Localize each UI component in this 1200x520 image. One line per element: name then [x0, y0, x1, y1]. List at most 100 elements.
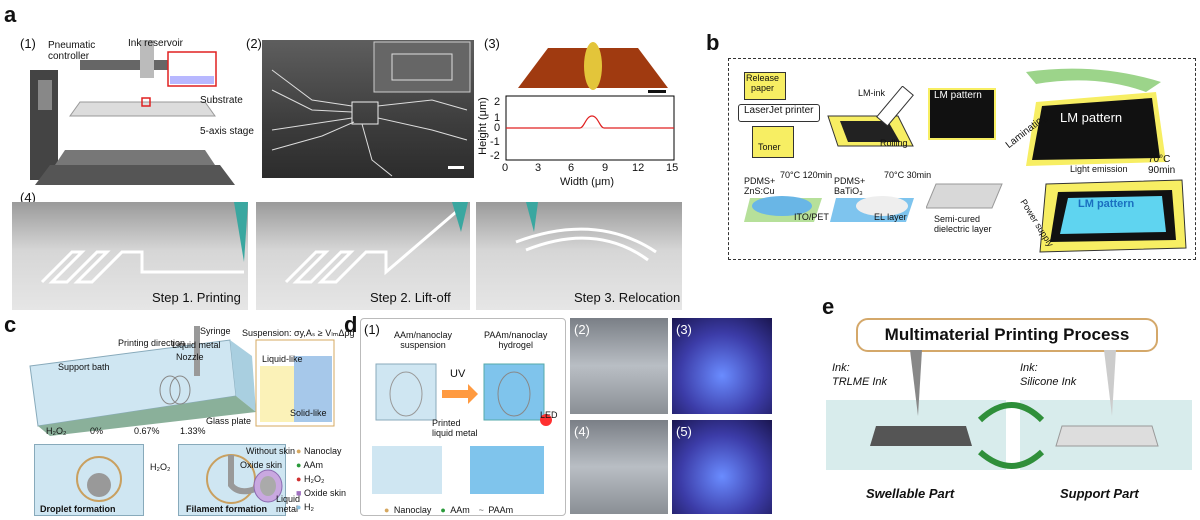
liquid-like-label: Liquid-like — [262, 354, 303, 364]
xtick-0: 0 — [502, 162, 509, 174]
support-bath-label: Support bath — [58, 362, 110, 372]
hydrogel-zoom — [470, 446, 544, 494]
support-part-label: Support Part — [1060, 486, 1139, 501]
led-label: LED — [540, 410, 558, 420]
step3-label: Step 3. Relocation — [574, 290, 681, 305]
photo-2 — [570, 318, 668, 414]
dielectric-layer — [926, 183, 1003, 209]
sem-traces — [271, 41, 471, 177]
lm-pattern-small — [928, 88, 996, 140]
nozzle-label: Nozzle — [176, 352, 204, 362]
printing-direction-label: Printing direction — [118, 338, 186, 348]
toner-box — [752, 126, 794, 158]
pct-0-label: 0% — [90, 426, 104, 436]
step1-label: Step 1. Printing — [152, 290, 241, 305]
panel-d-legend: ● Nanoclay ● AAm ~ PAAm — [384, 505, 514, 515]
legend-nanoclay: Nanoclay — [303, 446, 342, 456]
panel-a-sub4: (4) — [20, 190, 36, 205]
glass-plate-label: Glass plate — [206, 416, 252, 426]
device-glow — [1039, 179, 1187, 253]
height-profile-plot: 2 1 0 -1 -2 Height (μm) 0 3 6 9 12 15 Wi… — [477, 92, 680, 196]
oxide-skin-label: Oxide skin — [240, 460, 283, 470]
photo-3 — [672, 318, 772, 414]
printed-lm-label: Printed liquid metal — [432, 418, 478, 438]
pdms-batio-label: PDMS+ BaTiO₃ — [834, 176, 866, 196]
step3-image — [476, 202, 682, 310]
panel-d-sub2: (2) — [574, 322, 590, 337]
batio-substrate — [830, 196, 914, 222]
d-legend-paam: PAAm — [488, 505, 514, 515]
light-emission-label: Light emission — [1070, 164, 1128, 174]
toner-label: Toner — [758, 142, 781, 152]
xtick-6: 6 — [568, 162, 575, 174]
release-paper-label: Release paper — [746, 73, 780, 93]
ink2-title: Ink: — [1020, 362, 1038, 374]
lm-ink-label: LM-ink — [858, 88, 886, 98]
pneumatic-controller-label: Pneumatic controller — [48, 40, 96, 62]
five-axis-stage-label: 5-axis stage — [200, 126, 254, 137]
panel-d-sub1: (1) — [364, 322, 380, 337]
liquid-metal-label: Liquid metal — [172, 340, 221, 350]
temp-90-label: 70°C 90min — [1148, 154, 1176, 176]
panel-a-sub1: (1) — [20, 36, 36, 51]
legend-h2o2: H₂O₂ — [303, 474, 325, 484]
filament-label: Filament formation — [186, 504, 268, 514]
laserjet-label: LaserJet printer — [744, 105, 814, 116]
panel-e-title: Multimaterial Printing Process — [856, 318, 1158, 352]
droplet-label: Droplet formation — [40, 504, 116, 514]
lm-pattern-big — [1026, 68, 1166, 166]
zns-substrate — [744, 196, 822, 222]
panel-a-label: a — [4, 2, 17, 27]
xlabel: Width (μm) — [560, 176, 615, 188]
d-legend-aam: AAm — [450, 505, 470, 515]
step3-drawing — [515, 202, 657, 262]
pct-067-label: 0.67% — [134, 426, 160, 436]
pdms-zns-label: PDMS+ ZnS:Cu — [744, 176, 776, 196]
droplet-box — [34, 444, 144, 516]
ytick-0: 0 — [494, 122, 501, 134]
legend-oxide: Oxide skin — [303, 488, 346, 498]
rolling-label: Rolling — [880, 138, 908, 148]
rolling-illustration — [827, 86, 914, 147]
lm-pattern-big-label: LM pattern — [1060, 110, 1123, 125]
temp-120-label: 70°C 120min — [780, 170, 833, 180]
droplet-drawing — [76, 456, 122, 502]
pct-133-label: 1.33% — [180, 426, 206, 436]
xtick-9: 9 — [602, 162, 609, 174]
panel-b-label: b — [706, 30, 720, 55]
panel-a-sub2: (2) — [246, 36, 262, 51]
ridge-3d — [518, 42, 668, 93]
panel-a-sub3: (3) — [484, 36, 500, 51]
legend-h2: H₂ — [303, 502, 314, 512]
photo-4 — [570, 420, 668, 514]
xtick-12: 12 — [632, 162, 645, 174]
paam-hydrogel-label: PAAm/nanoclay hydrogel — [484, 330, 548, 350]
ito-pet-label: ITO/PET — [794, 212, 829, 222]
laserjet-box — [738, 104, 820, 122]
support-bath-illustration — [29, 326, 335, 436]
xtick-3: 3 — [535, 162, 542, 174]
syringe-label: Syringe — [200, 326, 231, 336]
suspension-label: Suspension: σy,Aₛ ≥ VₗₘΔρg — [242, 328, 355, 338]
step1-drawing — [40, 202, 248, 284]
suspension-zoom — [372, 446, 442, 494]
ink2-name: Silicone Ink — [1020, 376, 1077, 388]
d-legend-nanoclay: Nanoclay — [393, 505, 432, 515]
uv-label: UV — [450, 368, 466, 380]
el-layer-label: EL layer — [874, 212, 907, 222]
ink1-name: TRLME Ink — [832, 376, 888, 388]
solid-like-label: Solid-like — [290, 408, 327, 418]
panel-d-sub4: (4) — [574, 424, 590, 439]
printer-illustration — [30, 40, 235, 185]
release-paper-box — [744, 72, 786, 100]
step2-image — [256, 202, 470, 310]
substrate-label: Substrate — [200, 95, 243, 106]
lm-pattern-small-label: LM pattern — [934, 90, 982, 101]
lm-pattern-glow-label: LM pattern — [1078, 198, 1135, 210]
panel-d-sub5: (5) — [676, 424, 692, 439]
ytick-1: 1 — [494, 112, 501, 124]
xtick-15: 15 — [666, 162, 679, 174]
aam-suspension-label: AAm/nanoclay suspension — [394, 330, 453, 350]
step2-drawing — [284, 202, 468, 284]
panel-d-label: d — [344, 312, 358, 337]
